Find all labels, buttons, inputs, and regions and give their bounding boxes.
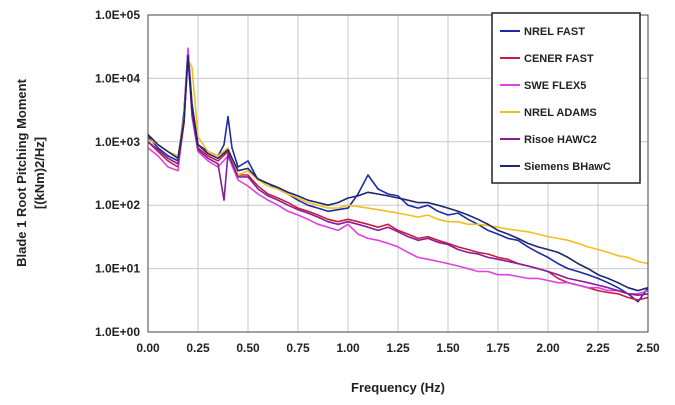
legend-box: [491, 12, 641, 184]
x-tick-label: 0.75: [286, 341, 310, 355]
x-tick-label: 1.25: [386, 341, 410, 355]
legend-label: Siemens BHawC: [524, 161, 611, 173]
series-line-4: [147, 55, 649, 296]
legend-label: SWE FLEX5: [524, 80, 586, 92]
y-axis-title-line1: Blade 1 Root Pitching Moment: [14, 78, 29, 266]
x-tick-label: 0.00: [136, 341, 160, 355]
plot-border: [147, 14, 649, 333]
x-axis-title: Frequency (Hz): [351, 380, 445, 395]
series-group: [147, 47, 649, 303]
x-tick-label: 1.75: [486, 341, 510, 355]
y-axis-ticks: 1.0E+00 1.0E+01 1.0E+02 1.0E+03 1.0E+04 1.0E+…: [95, 8, 140, 339]
series-line-2: [147, 47, 649, 295]
y-tick-label: 1.0E+01: [95, 262, 140, 276]
y-tick-label: 1.0E+04: [95, 71, 140, 85]
legend-label: NREL FAST: [524, 26, 585, 38]
series-line-1: [147, 52, 649, 301]
x-tick-label: 0.25: [186, 341, 210, 355]
legend: NREL FAST CENER FAST SWE FLEX5 NREL ADAMS Ri…: [491, 12, 641, 184]
y-tick-label: 1.0E+00: [95, 325, 140, 339]
y-tick-label: 1.0E+03: [95, 135, 140, 149]
legend-label: CENER FAST: [524, 53, 594, 65]
legend-label: NREL ADAMS: [524, 107, 597, 119]
x-tick-label: 1.00: [336, 341, 360, 355]
legend-label: Risoe HAWC2: [524, 134, 597, 146]
series-line-3: [147, 58, 649, 265]
x-tick-label: 2.25: [586, 341, 610, 355]
y-tick-label: 1.0E+02: [95, 198, 140, 212]
series-line-5: [147, 54, 649, 292]
x-tick-label: 2.00: [536, 341, 560, 355]
x-tick-label: 0.50: [236, 341, 260, 355]
x-tick-label: 1.50: [436, 341, 460, 355]
y-tick-label: 1.0E+05: [95, 8, 140, 22]
y-axis-title-line2: [(kNm)2/Hz]: [32, 137, 47, 209]
x-axis-ticks: 0.00 0.25 0.50 0.75 1.00 1.25 1.50 1.75 2.00 2.25…: [136, 341, 660, 355]
x-tick-label: 2.50: [636, 341, 660, 355]
